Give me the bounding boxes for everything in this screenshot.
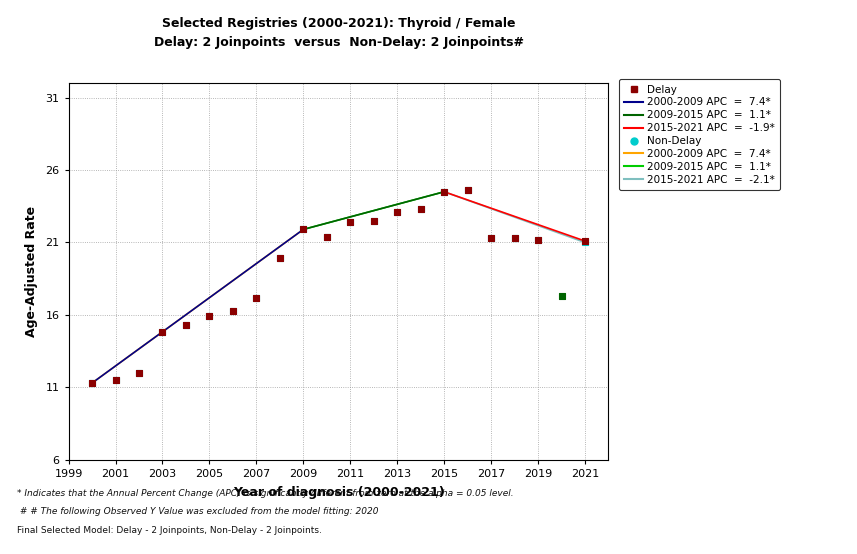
Text: Delay: 2 Joinpoints  versus  Non-Delay: 2 Joinpoints#: Delay: 2 Joinpoints versus Non-Delay: 2 … <box>153 36 524 49</box>
Point <box>273 254 287 263</box>
Legend: Delay, 2000-2009 APC  =  7.4*, 2009-2015 APC  =  1.1*, 2015-2021 APC  =  -1.9*, : Delay, 2000-2009 APC = 7.4*, 2009-2015 A… <box>620 79 781 190</box>
Point <box>414 205 428 214</box>
Point <box>226 306 240 315</box>
Point <box>578 237 592 245</box>
Point <box>531 235 545 244</box>
Point <box>507 234 521 243</box>
Point <box>461 186 475 195</box>
Point <box>297 225 310 234</box>
Point <box>132 368 146 377</box>
Point <box>132 368 146 377</box>
Point <box>367 216 381 225</box>
Point <box>109 376 123 384</box>
Text: Selected Registries (2000-2021): Thyroid / Female: Selected Registries (2000-2021): Thyroid… <box>162 17 515 29</box>
Point <box>390 208 404 217</box>
Point <box>179 321 193 330</box>
Point <box>390 208 404 217</box>
Point <box>554 291 568 300</box>
Point <box>156 328 170 337</box>
Point <box>85 378 99 387</box>
Point <box>344 218 357 227</box>
Text: Final Selected Model: Delay - 2 Joinpoints, Non-Delay - 2 Joinpoints.: Final Selected Model: Delay - 2 Joinpoin… <box>17 526 322 535</box>
Point <box>249 293 263 302</box>
Point <box>226 306 240 315</box>
Point <box>484 234 498 243</box>
Point <box>249 293 263 302</box>
Point <box>202 312 216 321</box>
Y-axis label: Age-Adjusted Rate: Age-Adjusted Rate <box>26 206 39 337</box>
Point <box>484 234 498 243</box>
Text: * Indicates that the Annual Percent Change (APC) is significantly different from: * Indicates that the Annual Percent Chan… <box>17 489 513 498</box>
Point <box>320 232 333 241</box>
X-axis label: Year of diagnosis (2000-2021): Year of diagnosis (2000-2021) <box>233 486 444 499</box>
Point <box>437 187 451 196</box>
Point <box>461 186 475 195</box>
Point <box>367 216 381 225</box>
Point <box>109 376 123 384</box>
Point <box>507 234 521 243</box>
Point <box>179 321 193 330</box>
Point <box>531 235 545 244</box>
Point <box>202 312 216 321</box>
Point <box>297 225 310 234</box>
Point <box>437 187 451 196</box>
Point <box>344 218 357 227</box>
Point <box>156 328 170 337</box>
Point <box>578 238 592 247</box>
Text: # # The following Observed Y Value was excluded from the model fitting: 2020: # # The following Observed Y Value was e… <box>17 507 379 516</box>
Point <box>85 378 99 387</box>
Point <box>320 232 333 241</box>
Point <box>414 205 428 214</box>
Point <box>273 254 287 263</box>
